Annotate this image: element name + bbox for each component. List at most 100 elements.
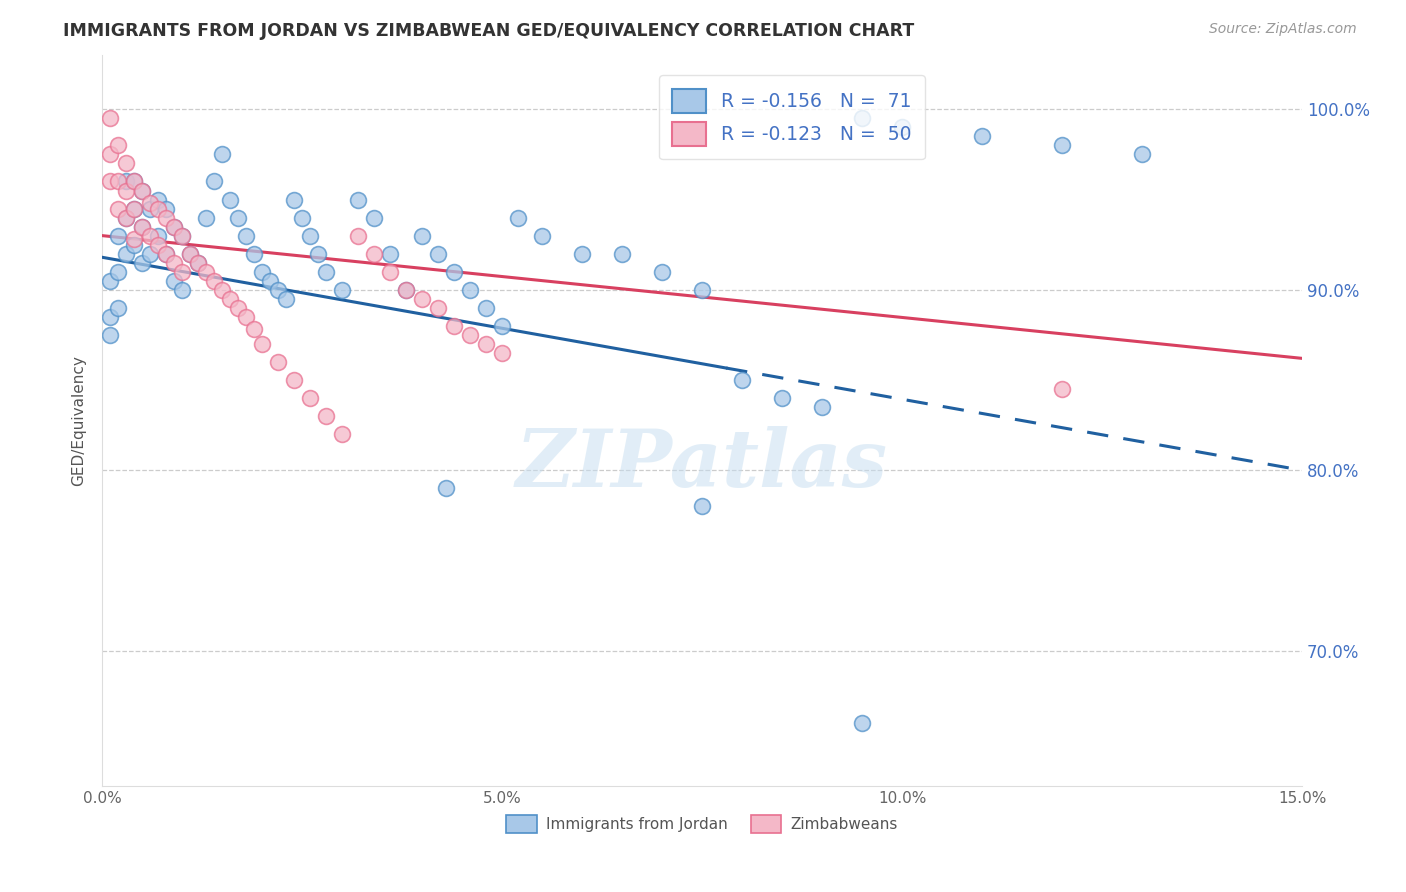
Point [115,156,138,170]
Point [131,184,153,198]
Point [291,211,314,225]
Point [187,256,209,270]
Point [475,301,498,315]
Point [508,211,530,225]
Point [851,715,873,730]
Point [107,265,129,279]
Text: ZIPatlas: ZIPatlas [516,425,889,503]
Point [330,283,353,297]
Point [172,283,194,297]
Point [226,211,249,225]
Point [122,232,145,246]
Point [315,409,337,423]
Point [571,246,593,260]
Point [139,228,162,243]
Point [395,283,418,297]
Point [380,265,402,279]
Point [363,246,385,260]
Point [651,265,673,279]
Point [172,228,194,243]
Text: IMMIGRANTS FROM JORDAN VS ZIMBABWEAN GED/EQUIVALENCY CORRELATION CHART: IMMIGRANTS FROM JORDAN VS ZIMBABWEAN GED… [63,22,914,40]
Point [259,274,281,288]
Point [731,373,754,387]
Point [179,246,201,260]
Point [211,147,233,161]
Point [131,184,153,198]
Point [475,337,498,351]
Point [690,283,713,297]
Point [219,193,242,207]
Point [148,202,170,216]
Point [179,246,201,260]
Point [148,193,170,207]
Point [139,202,162,216]
Point [107,301,129,315]
Point [531,228,554,243]
Point [115,184,138,198]
Point [811,400,834,414]
Point [122,174,145,188]
Point [770,391,793,405]
Point [187,256,209,270]
Point [427,301,450,315]
Point [139,196,162,211]
Point [411,292,433,306]
Point [131,219,153,234]
Point [98,174,121,188]
Point [211,283,233,297]
Point [363,211,385,225]
Point [226,301,249,315]
Y-axis label: GED/Equivalency: GED/Equivalency [72,355,86,486]
Point [299,228,322,243]
Point [250,265,273,279]
Point [122,202,145,216]
Point [148,228,170,243]
Point [131,219,153,234]
Point [107,228,129,243]
Point [610,246,633,260]
Point [202,274,225,288]
Point [972,129,994,144]
Point [155,246,177,260]
Point [243,322,266,336]
Point [434,481,457,495]
Point [202,174,225,188]
Point [891,120,914,135]
Point [98,327,121,342]
Point [163,274,186,288]
Point [458,283,481,297]
Point [851,112,873,126]
Point [330,427,353,442]
Point [491,318,513,333]
Legend: Immigrants from Jordan, Zimbabweans: Immigrants from Jordan, Zimbabweans [499,807,905,840]
Point [155,202,177,216]
Point [307,246,329,260]
Point [122,202,145,216]
Point [115,246,138,260]
Point [148,237,170,252]
Point [131,256,153,270]
Point [283,193,305,207]
Point [98,310,121,324]
Point [155,211,177,225]
Point [267,283,290,297]
Point [243,246,266,260]
Point [443,318,465,333]
Point [98,147,121,161]
Point [163,219,186,234]
Point [1050,382,1073,396]
Point [163,256,186,270]
Point [380,246,402,260]
Point [235,310,257,324]
Point [283,373,305,387]
Point [163,219,186,234]
Point [458,327,481,342]
Point [347,228,370,243]
Point [155,246,177,260]
Point [347,193,370,207]
Point [172,228,194,243]
Point [122,237,145,252]
Point [491,346,513,360]
Point [115,174,138,188]
Point [107,138,129,153]
